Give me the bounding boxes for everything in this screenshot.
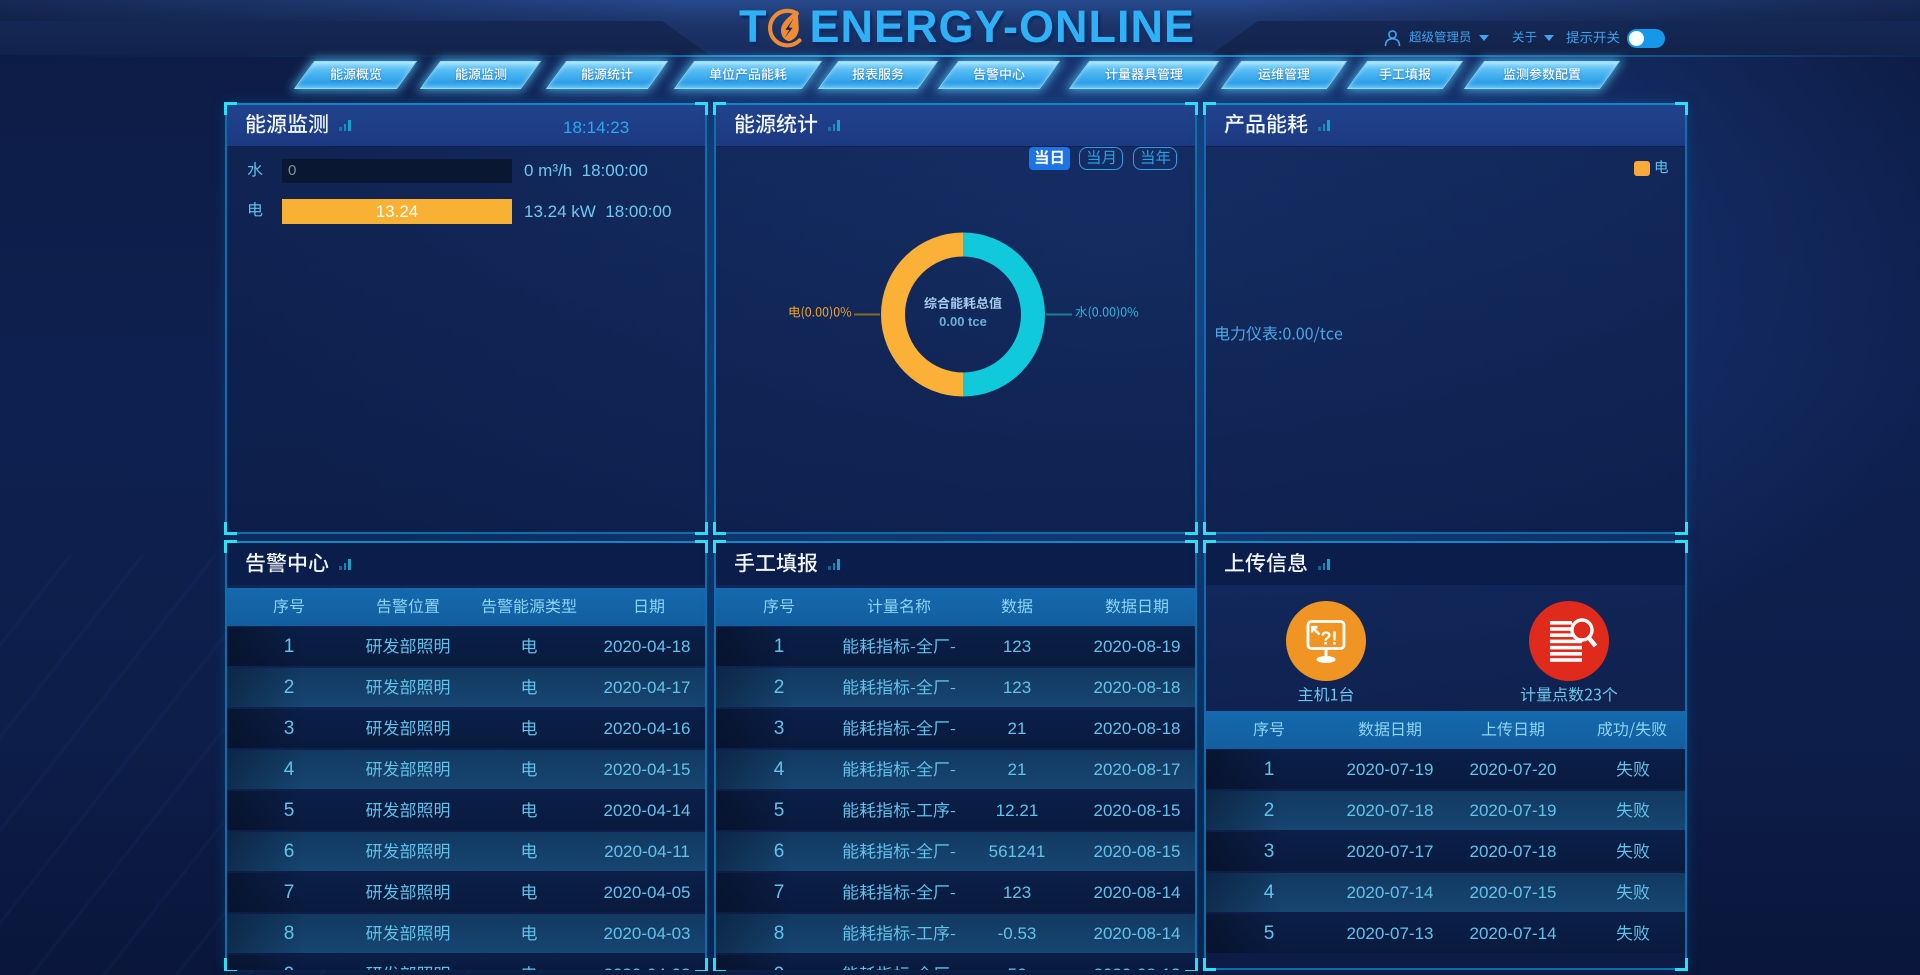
svg-text:?!: ?!: [1321, 629, 1338, 649]
